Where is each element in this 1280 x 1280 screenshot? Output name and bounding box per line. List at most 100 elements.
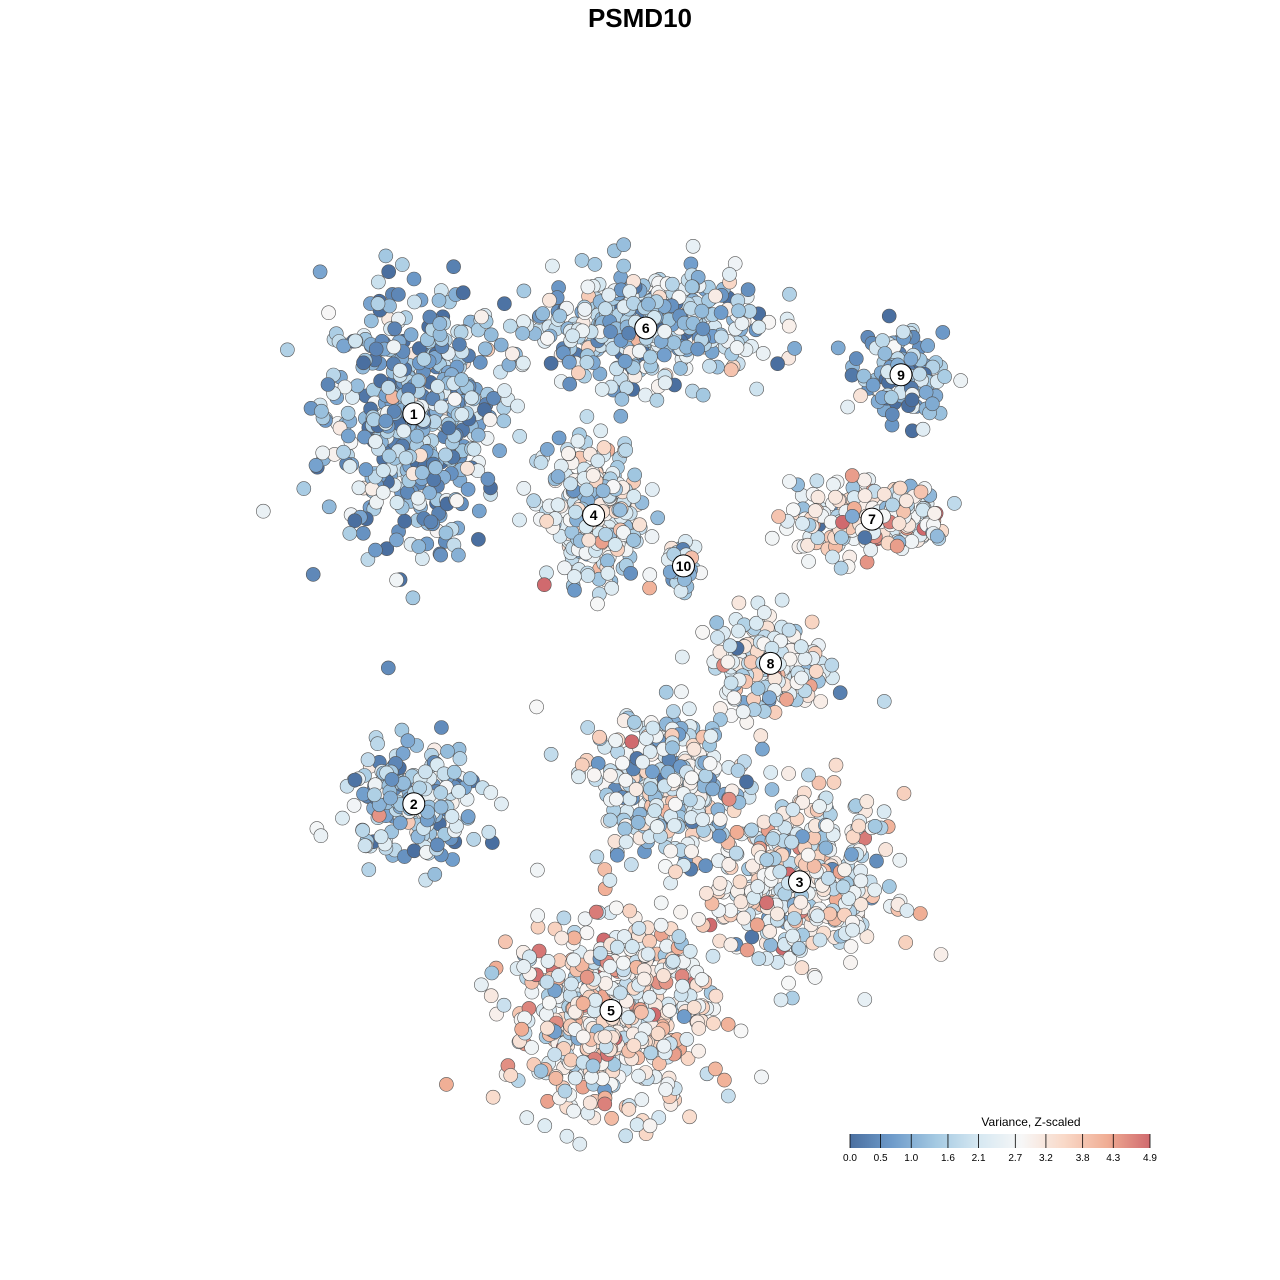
scatter-point [313, 828, 329, 844]
scatter-point [494, 796, 509, 812]
scatter-point [684, 844, 699, 859]
scatter-point [756, 605, 772, 620]
scatter-point [883, 390, 899, 405]
scatter-point [321, 305, 336, 321]
scatter-point [312, 264, 328, 280]
scatter-point [598, 527, 613, 542]
scatter-point [389, 532, 404, 548]
scatter-point [464, 390, 479, 406]
scatter-point [460, 460, 475, 476]
scatter-point [694, 303, 710, 319]
scatter-point [764, 782, 780, 797]
scatter-point [428, 460, 443, 476]
scatter-point [516, 283, 532, 299]
scatter-point [626, 1038, 642, 1053]
scatter-point [433, 547, 449, 563]
scatter-point [460, 809, 476, 824]
scatter-point [554, 930, 570, 946]
scatter-point [340, 405, 356, 421]
scatter-point [684, 279, 700, 295]
scatter-point [496, 997, 512, 1013]
scatter-point [389, 495, 405, 510]
scatter-point [682, 1109, 697, 1125]
scatter-point [826, 775, 842, 790]
scatter-point [586, 767, 602, 783]
scatter-point [502, 318, 518, 334]
scatter-point [406, 271, 422, 287]
scatter-point [843, 955, 858, 970]
scatter-point [801, 554, 816, 569]
scatter-point [618, 834, 634, 850]
scatter-point [472, 355, 488, 370]
scatter-point [556, 910, 572, 926]
scatter-point [623, 857, 639, 872]
scatter-point [541, 995, 557, 1011]
scatter-point [869, 853, 884, 869]
scatter-point [446, 764, 462, 780]
scatter-point [785, 802, 801, 817]
scatter-point [679, 1032, 695, 1047]
scatter-point [749, 917, 765, 933]
scatter-point [357, 838, 373, 853]
scatter-point [608, 733, 623, 748]
scatter-point [650, 1026, 666, 1041]
scatter-point [876, 804, 892, 820]
scatter-point [540, 1020, 555, 1036]
scatter-point [454, 407, 470, 422]
cluster-label-2: 2 [402, 792, 426, 816]
scatter-point [400, 733, 416, 749]
scatter-point [834, 530, 849, 545]
scatter-point [431, 293, 447, 308]
scatter-point [653, 917, 669, 933]
scatter-point [449, 493, 465, 509]
scatter-point [818, 840, 834, 856]
scatter-point [830, 340, 846, 356]
scatter-point [653, 895, 669, 911]
scatter-point [898, 935, 914, 950]
scatter-point [380, 660, 396, 676]
scatter-point [477, 341, 493, 357]
scatter-point [634, 1092, 650, 1107]
scatter-point [587, 992, 603, 1008]
scatter-point [720, 654, 736, 670]
scatter-point [347, 513, 363, 529]
scatter-point [723, 362, 739, 378]
scatter-point [781, 766, 796, 781]
scatter-point [826, 477, 841, 492]
scatter-point [616, 258, 632, 274]
scatter-point [580, 568, 596, 583]
scatter-point [731, 303, 746, 319]
scatter-point [414, 465, 430, 480]
scatter-point [622, 903, 638, 919]
scatter-point [566, 1103, 581, 1119]
scatter-point [588, 904, 604, 920]
scatter-point [804, 614, 820, 630]
scatter-point [562, 354, 577, 370]
scatter-point [603, 768, 618, 783]
scatter-point [592, 729, 607, 745]
scatter-point [581, 532, 597, 548]
scatter-point [935, 325, 951, 340]
scatter-point [514, 1021, 530, 1037]
scatter-point [698, 858, 713, 874]
scatter-point [686, 741, 702, 757]
cluster-label-3: 3 [788, 870, 811, 894]
scatter-point [739, 942, 755, 958]
scatter-point [378, 248, 394, 264]
scatter-point [571, 365, 586, 381]
scatter-point [618, 442, 634, 458]
scatter-point [616, 237, 632, 252]
scatter-point [641, 296, 656, 312]
scatter-point [561, 446, 576, 461]
scatter-point [471, 503, 487, 519]
scatter-point [685, 239, 701, 254]
scatter-point [833, 560, 849, 576]
scatter-point [664, 276, 680, 292]
scatter-point [539, 565, 554, 581]
scatter-point [785, 928, 800, 944]
scatter-point [863, 542, 879, 558]
scatter-point [807, 970, 823, 985]
scatter-point [749, 615, 764, 631]
scatter-point [812, 932, 828, 948]
